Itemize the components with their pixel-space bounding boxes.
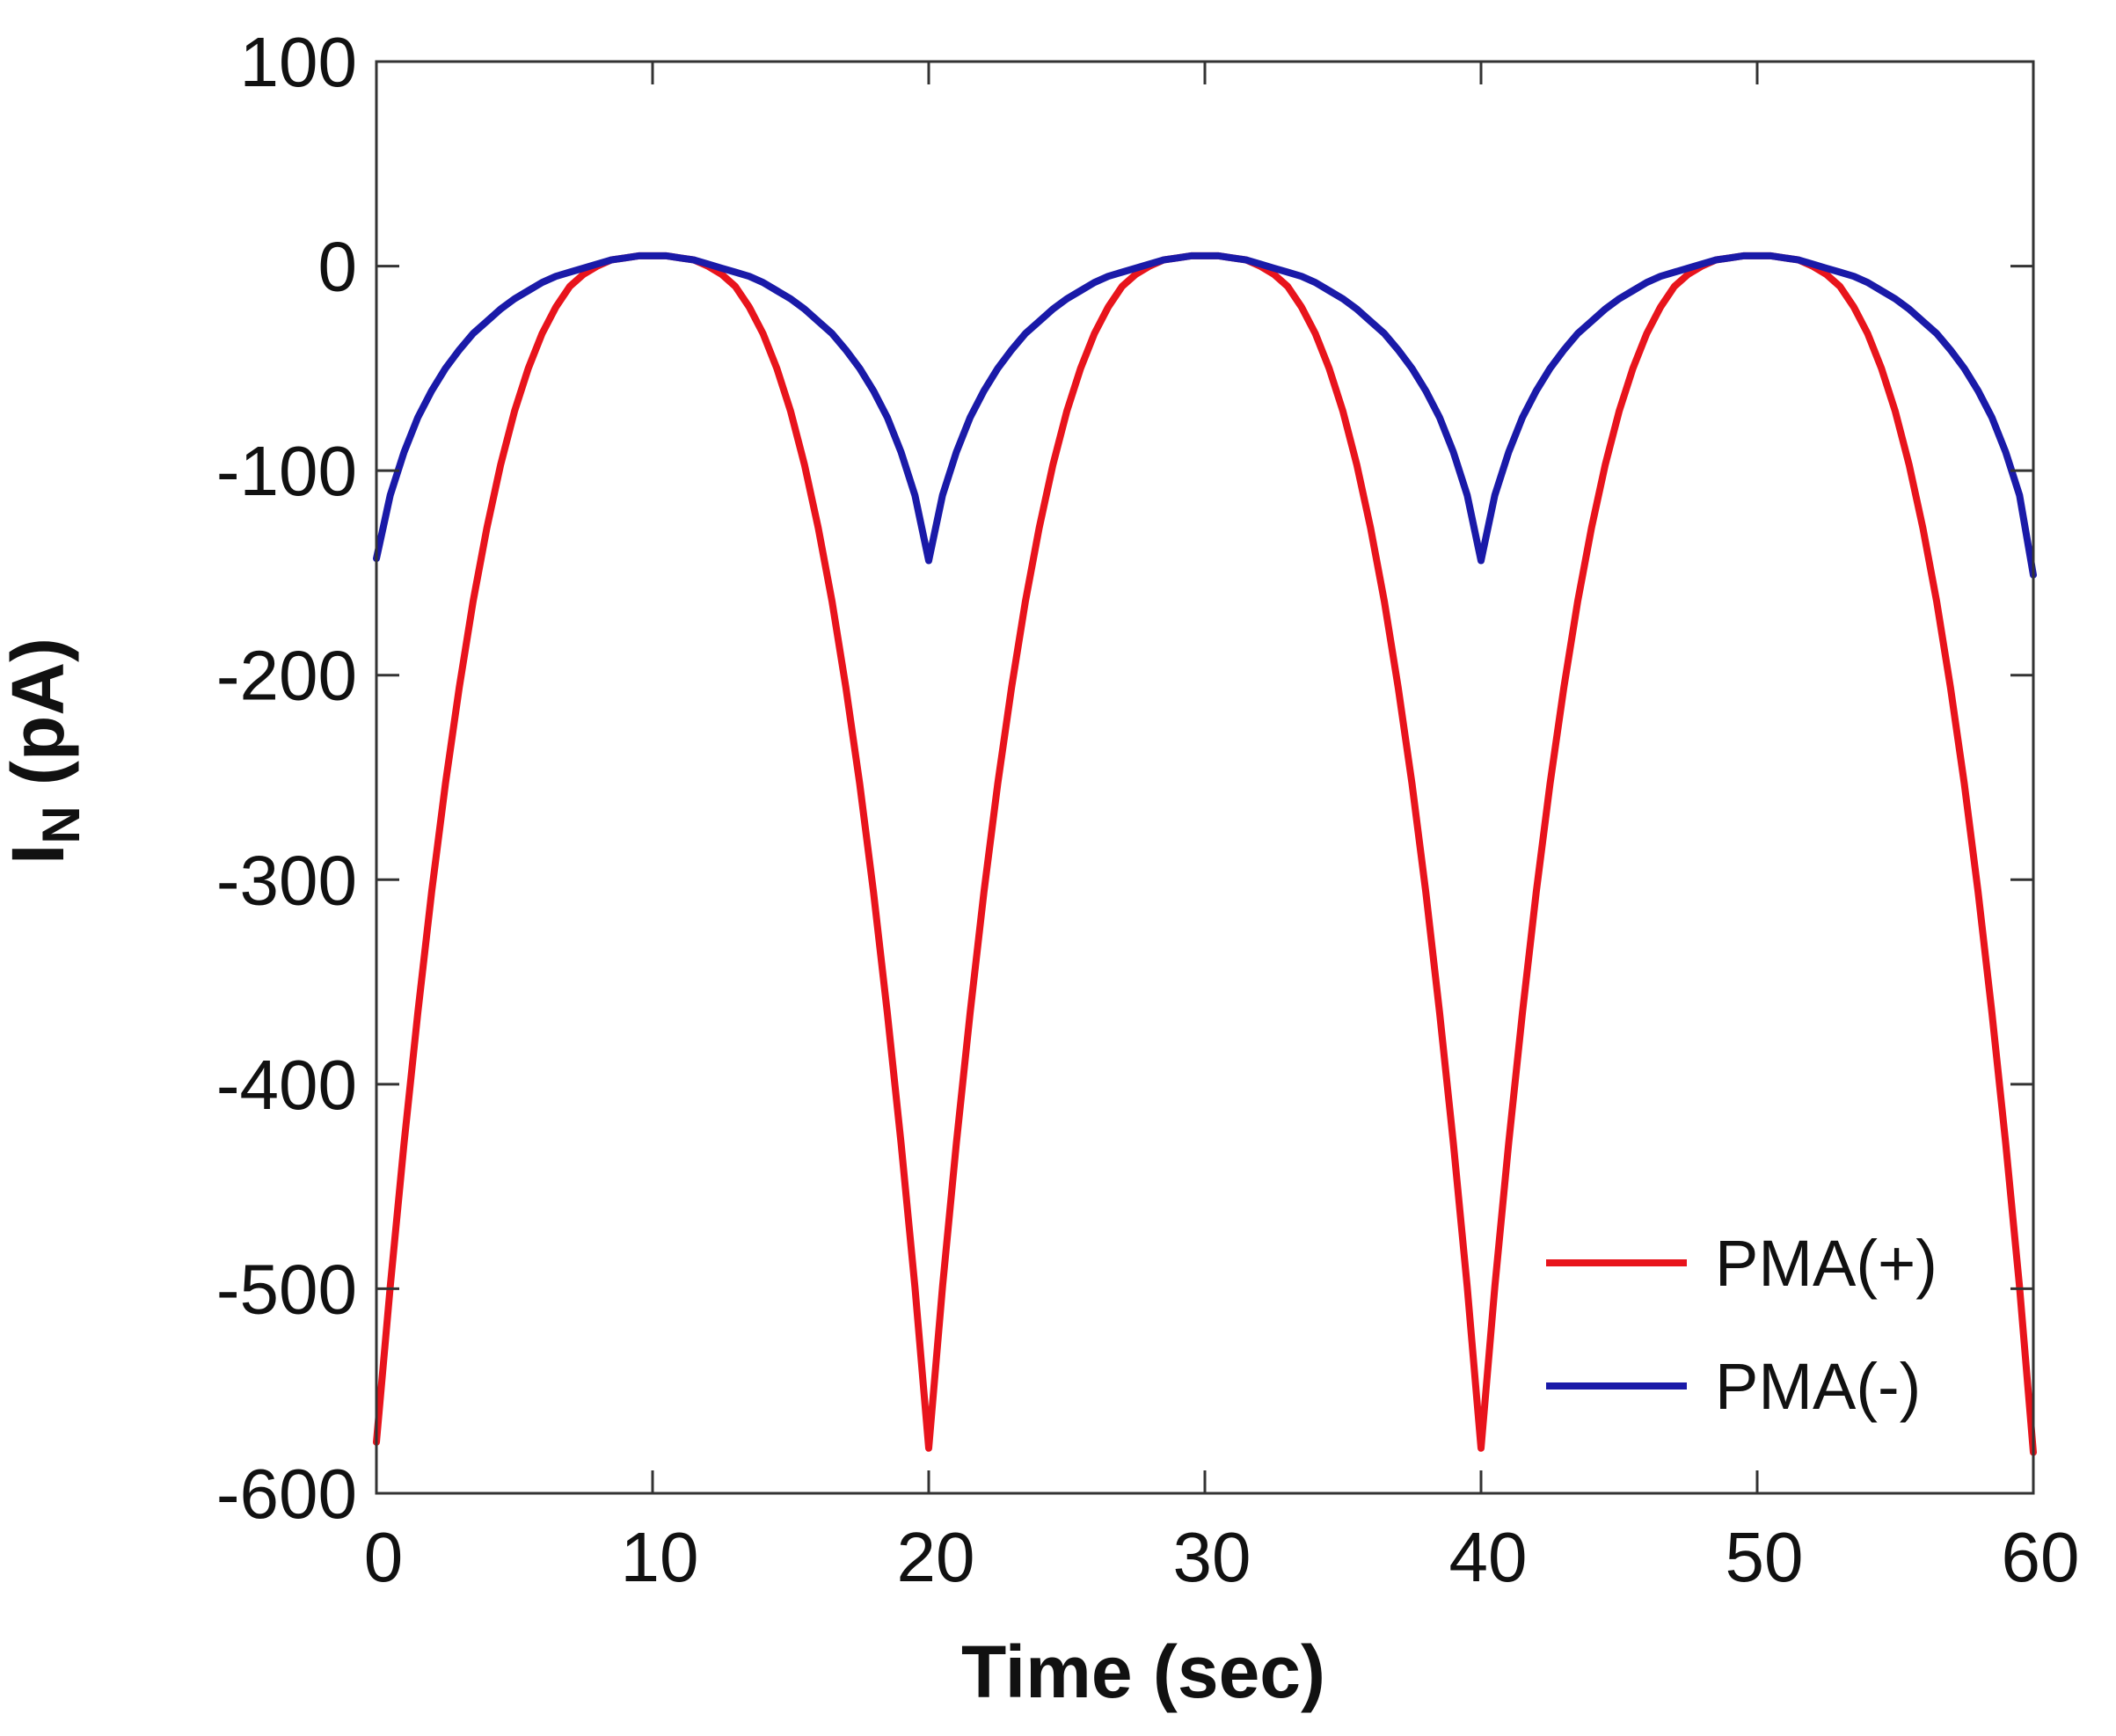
series-layer [373,252,2037,1456]
legend-label-pma-minus: PMA(-) [1715,1350,1921,1423]
y-tick-label: -500 [216,1250,357,1328]
x-tick-label: 60 [2002,1518,2080,1596]
x-tick-label: 10 [621,1518,699,1596]
plot-frame [375,60,2035,1495]
legend-label-pma-plus: PMA(+) [1715,1227,1937,1300]
y-axis-title-subscript: N [32,806,91,843]
x-tick-label: 40 [1449,1518,1528,1596]
y-tick-label: 0 [318,228,358,306]
y-tick-label: -300 [216,841,357,919]
labels-layer: 0 10 20 30 40 50 60 100 0 -100 -200 -300 -400 -500 -60… [216,23,2080,1596]
y-tick-label: 100 [240,23,357,101]
y-tick-label: -100 [216,432,357,510]
legend: PMA(+) PMA(-) [1546,1227,1937,1423]
y-tick-label: -200 [216,637,357,715]
y-axis-title: IN (pA) [0,638,91,864]
y-axis-title-unit: (pA) [0,638,79,806]
y-axis-title-main: I [0,844,79,864]
x-tick-label: 50 [1726,1518,1804,1596]
x-tick-label: 20 [897,1518,975,1596]
x-tick-label: 30 [1173,1518,1251,1596]
x-axis-title: Time (sec) [961,1630,1325,1713]
y-tick-label: -600 [216,1455,357,1533]
x-tick-label: 0 [364,1518,404,1596]
y-tick-label: -400 [216,1046,357,1124]
series-line-pma-minus [373,252,2037,579]
